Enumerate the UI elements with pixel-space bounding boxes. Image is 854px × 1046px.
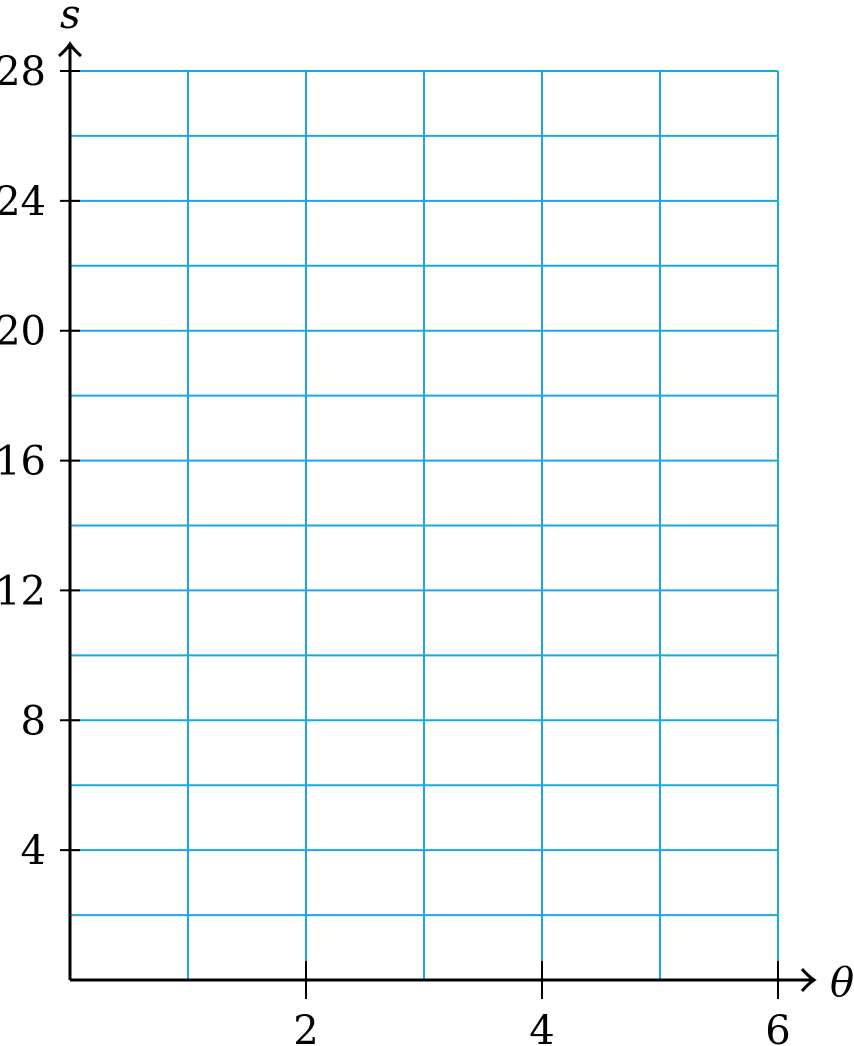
x-tick-label: 2 bbox=[293, 1008, 318, 1046]
y-tick-label: 12 bbox=[0, 568, 46, 614]
grid bbox=[70, 70, 779, 980]
x-tick-label: 6 bbox=[765, 1008, 790, 1046]
y-axis-arrow bbox=[58, 41, 82, 58]
x-axis-arrow bbox=[800, 968, 817, 992]
y-axis-label: s bbox=[60, 0, 81, 38]
x-tick-label: 4 bbox=[529, 1008, 554, 1046]
y-tick-label: 20 bbox=[0, 309, 46, 355]
ticks bbox=[60, 70, 779, 999]
x-axis-label: θ bbox=[830, 960, 854, 1006]
y-tick-label: 28 bbox=[0, 49, 46, 95]
y-tick-label: 16 bbox=[0, 439, 46, 485]
y-tick-label: 4 bbox=[21, 828, 46, 874]
y-tick-label: 24 bbox=[0, 179, 46, 225]
y-tick-label: 8 bbox=[21, 698, 46, 744]
